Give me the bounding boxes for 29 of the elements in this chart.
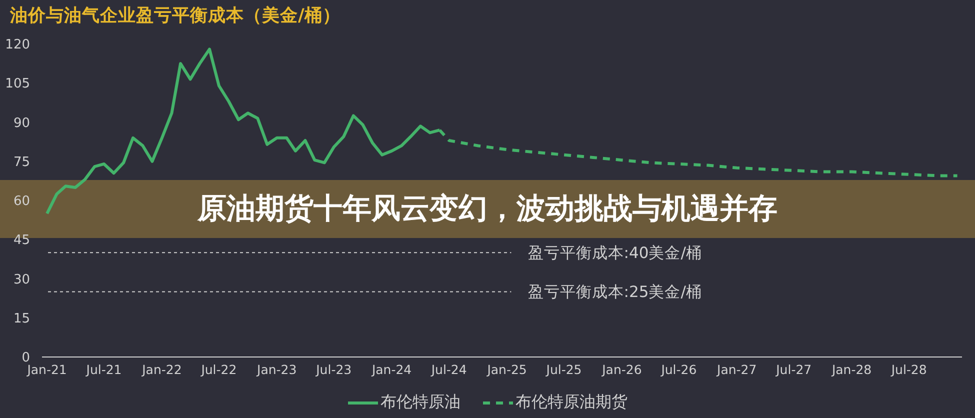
ref-line-label: 盈亏平衡成本:40美金/桶 [528,244,702,262]
y-tick-label: 60 [13,194,30,210]
x-tick-label: Jan-25 [486,362,527,377]
x-tick-label: Jul-27 [775,362,812,377]
x-tick-label: Jul-21 [85,362,122,377]
legend-label: 布伦特原油期货 [516,392,628,413]
y-tick-label: 75 [13,154,30,170]
x-tick-label: Jan-23 [256,362,297,377]
x-tick-label: Jan-27 [716,362,757,377]
x-tick-label: Jul-26 [660,362,697,377]
x-tick-label: Jul-25 [545,362,582,377]
y-tick-label: 90 [13,116,30,131]
legend-label: 布伦特原油 [380,392,460,413]
y-tick-label: 120 [5,38,30,53]
y-tick-label: 45 [13,233,30,248]
x-tick-label: Jan-22 [141,362,182,377]
y-tick-label: 105 [5,76,30,92]
y-tick-label: 15 [13,311,30,326]
x-tick-label: Jul-23 [315,362,352,377]
x-tick-label: Jan-24 [370,362,412,377]
y-tick-label: 30 [13,272,30,288]
x-tick-label: Jul-22 [200,362,237,377]
annotation: 原油期货十年风云变幻，波动挑战与机遇并存 [198,190,778,227]
x-tick-label: Jan-28 [830,362,872,377]
x-tick-label: Jul-24 [430,362,467,377]
chart-title: 油价与油气企业盈亏平衡成本（美金/桶） [10,4,340,27]
x-tick-label: Jan-26 [601,362,642,377]
ref-line-label: 盈亏平衡成本:25美金/桶 [528,283,702,302]
x-tick-label: Jul-28 [890,362,927,377]
